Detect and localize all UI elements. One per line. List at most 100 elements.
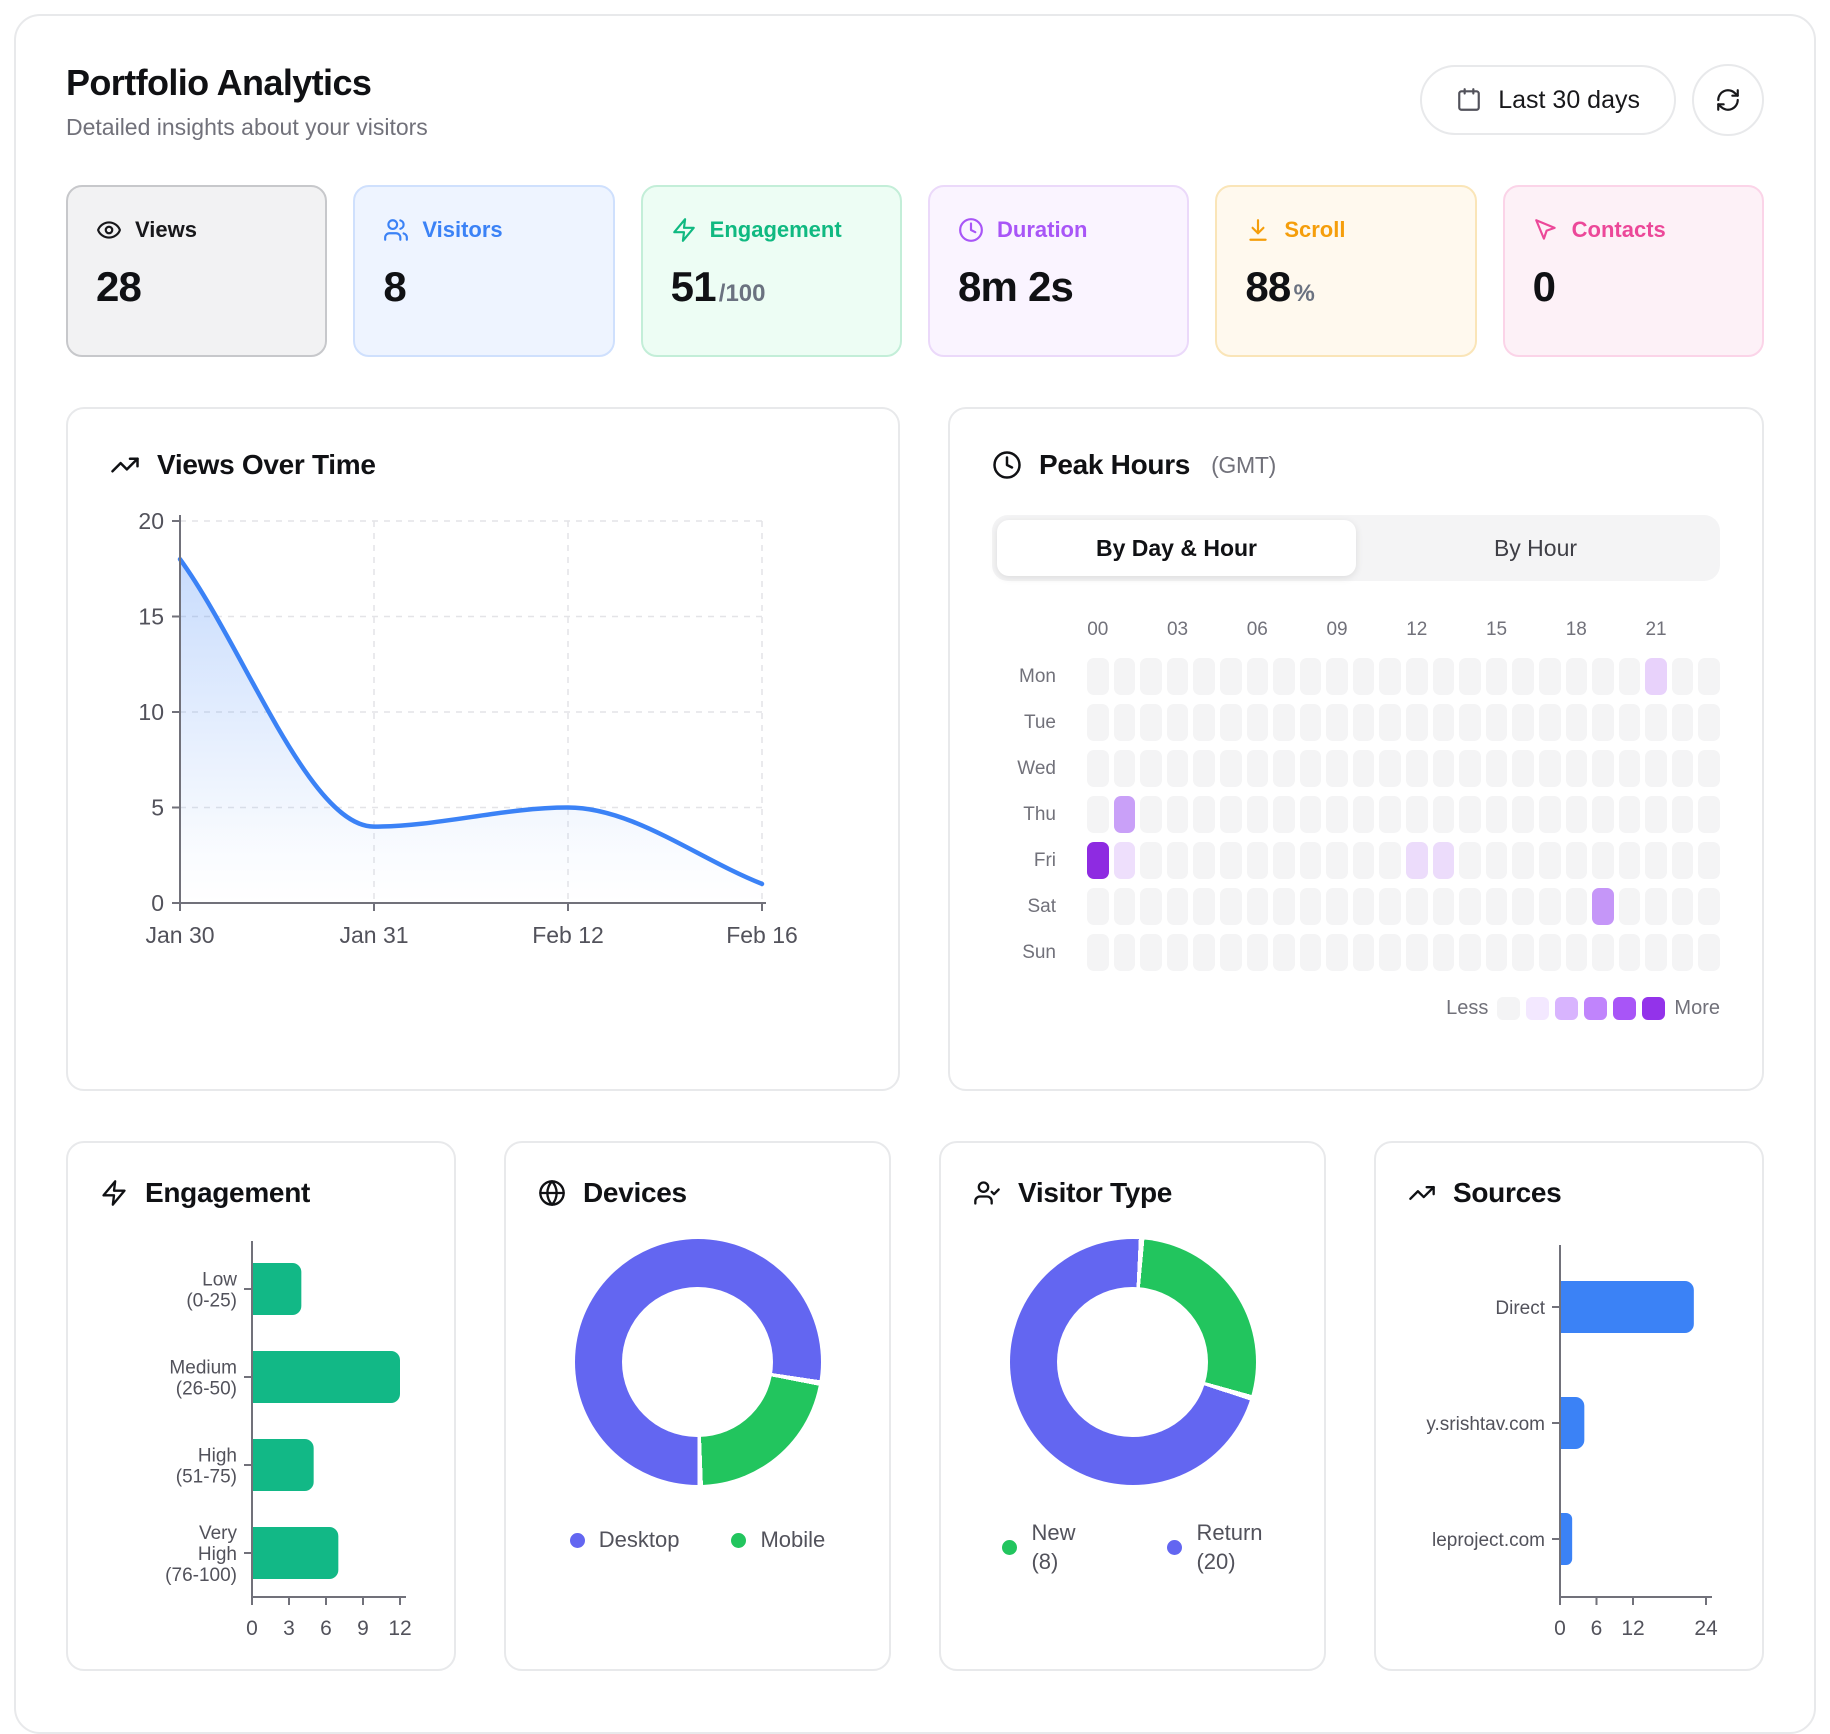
heatmap-cell	[1166, 934, 1189, 971]
heatmap-cell	[1592, 934, 1614, 971]
heatmap-day-label-thu: Thu	[1023, 803, 1056, 825]
svg-text:(26-50): (26-50)	[176, 1379, 237, 1400]
heatmap-cell	[1538, 888, 1561, 925]
charts-row-secondary: Engagement Low (0-25) Medium (26-50) High (51…	[66, 1141, 1764, 1671]
views-over-time-header: Views Over Time	[110, 449, 856, 481]
page-title: Portfolio Analytics	[66, 62, 372, 103]
heatmap-cell	[1538, 796, 1561, 833]
legend-dot	[569, 1532, 585, 1548]
heatmap-cell	[1592, 888, 1614, 925]
heatmap-cell	[1219, 842, 1242, 879]
heatmap-cell	[1406, 796, 1428, 833]
legend-item-desktop: Desktop	[569, 1527, 679, 1553]
heatmap-cell	[1565, 796, 1588, 833]
svg-text:(51-75): (51-75)	[176, 1467, 237, 1488]
page-header: Portfolio Analytics Detailed insights ab…	[66, 62, 1764, 141]
heatmap-cell	[1432, 934, 1455, 971]
heatmap-cell	[1352, 704, 1375, 741]
legend-item-new: New (8)	[1002, 1519, 1075, 1576]
heatmap-hour-label: 21	[1645, 619, 1667, 640]
stat-card-duration[interactable]: Duration 8m 2s	[928, 185, 1190, 357]
heatmap-cell	[1193, 704, 1215, 741]
heatmap-cell	[1193, 750, 1215, 787]
stat-card-scroll[interactable]: Scroll 88%	[1215, 185, 1477, 357]
heatmap-cell	[1113, 750, 1136, 787]
heatmap-cell	[1485, 888, 1508, 925]
legend-count: (8)	[1031, 1548, 1059, 1574]
heatmap-cell	[1379, 796, 1401, 833]
heatmap-cell	[1645, 796, 1667, 833]
tab-by-hour[interactable]: By Hour	[1493, 534, 1578, 561]
heatmap-cell	[1459, 842, 1481, 879]
legend-label: Mobile	[760, 1527, 826, 1552]
heatmap-hour-label: 09	[1326, 619, 1348, 640]
heatmap-cell	[1166, 704, 1189, 741]
stat-value: 28	[96, 263, 142, 310]
svg-text:High: High	[198, 1446, 237, 1467]
heatmap-cell	[1246, 842, 1269, 879]
heatmap-cell	[1432, 750, 1455, 787]
heatmap-cell	[1246, 658, 1269, 695]
heatmap-cell	[1140, 796, 1162, 833]
heatmap-cell	[1592, 750, 1614, 787]
stat-card-visitors[interactable]: Visitors 8	[353, 185, 615, 357]
heatmap-cell	[1379, 842, 1401, 879]
heatmap-cell	[1432, 658, 1455, 695]
views-over-time-card: Views Over Time 0 5 10 15 20 Jan 30 Jan 31 Feb …	[66, 407, 900, 1091]
heatmap-cell	[1193, 934, 1215, 971]
heatmap-cell	[1459, 934, 1481, 971]
svg-text:Feb 16: Feb 16	[726, 922, 798, 948]
calendar-icon	[1456, 87, 1482, 113]
mouse-pointer-icon	[1533, 217, 1559, 243]
heatmap-cell	[1166, 658, 1189, 695]
heatmap-cell	[1299, 658, 1322, 695]
heatmap-cell	[1219, 888, 1242, 925]
refresh-button[interactable]	[1692, 64, 1764, 136]
stat-card-contacts[interactable]: Contacts 0	[1502, 185, 1764, 357]
svg-text:Jan 30: Jan 30	[145, 922, 214, 948]
heatmap-hour-label	[1379, 619, 1401, 649]
trending-up-icon	[1408, 1179, 1436, 1207]
heatmap-legend-swatch	[1555, 997, 1579, 1020]
heatmap-cell	[1618, 796, 1641, 833]
heatmap-cell	[1406, 658, 1428, 695]
heatmap-cell	[1459, 704, 1481, 741]
heatmap-hour-label	[1220, 619, 1242, 649]
heatmap-cell	[1246, 934, 1269, 971]
svg-text:(0-25): (0-25)	[186, 1291, 237, 1312]
svg-text:9: 9	[357, 1617, 369, 1640]
stat-card-engagement[interactable]: Engagement 51/100	[640, 185, 902, 357]
heatmap-cell	[1166, 842, 1189, 879]
heatmap-cell	[1219, 934, 1242, 971]
heatmap-cell	[1326, 704, 1348, 741]
heatmap-hour-label	[1672, 619, 1694, 649]
heatmap-cell	[1432, 842, 1455, 879]
heatmap-cell	[1485, 842, 1508, 879]
heatmap-cell	[1352, 796, 1375, 833]
sources-chart: Direct y.srishtav.com leproject.com 0 6 12 24	[1408, 1233, 1730, 1668]
tab-by-day-and-hour[interactable]: By Day & Hour	[997, 520, 1356, 576]
stat-value: 88	[1245, 263, 1291, 310]
peak-hours-tabs: By Day & Hour By Hour	[992, 515, 1720, 581]
heatmap-cell	[1246, 750, 1269, 787]
stat-card-views[interactable]: Views 28	[66, 185, 328, 357]
svg-text:15: 15	[138, 604, 164, 630]
heatmap-cell	[1671, 842, 1694, 879]
heatmap-hour-label: 06	[1246, 619, 1268, 640]
heatmap-cell	[1512, 796, 1534, 833]
heatmap-cell	[1592, 658, 1614, 695]
devices-title: Devices	[583, 1177, 687, 1208]
heatmap-cell	[1113, 704, 1136, 741]
heatmap-hour-label	[1539, 619, 1561, 649]
heatmap-cell	[1299, 750, 1322, 787]
heatmap-cell	[1459, 658, 1481, 695]
devices-donut-chart	[574, 1239, 821, 1485]
peak-hours-heatmap: 00 03 06 09 12 15 18 21 Mon Tue Wed Thu Fri Sat Sun	[992, 619, 1720, 971]
heatmap-cell	[1166, 888, 1189, 925]
heatmap-cell	[1299, 888, 1322, 925]
heatmap-cell	[1618, 658, 1641, 695]
date-range-button[interactable]: Last 30 days	[1420, 65, 1676, 135]
heatmap-hour-label	[1459, 619, 1481, 649]
heatmap-cell	[1485, 796, 1508, 833]
heatmap-cell	[1698, 750, 1720, 787]
